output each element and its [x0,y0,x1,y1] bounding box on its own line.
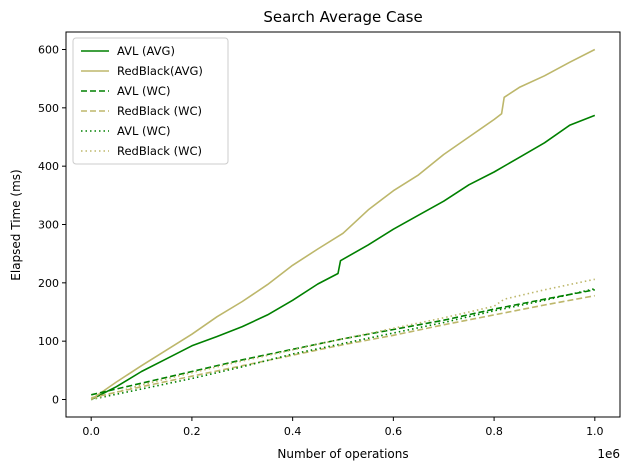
y-axis: 0 100 200 300 400 500 600 [38,44,66,407]
series-line-avl-avg [90,114,596,401]
legend-label: RedBlack (WC) [117,144,202,158]
y-tick-label: 400 [38,160,59,173]
legend: AVL (AVG) RedBlack(AVG) AVL (WC) RedBlack (… [72,37,229,165]
y-tick-label: 200 [38,277,59,290]
legend-box [72,37,229,165]
y-tick-label: 300 [38,219,59,232]
series-line-redblack-wc-dashed [91,294,595,399]
x-tick-label: 0.0 [82,425,100,438]
legend-label: AVL (WC) [117,124,170,138]
chart-title: Search Average Case [263,8,422,26]
y-axis-label: Elapsed Time (ms) [9,169,23,280]
x-tick-label: 0.8 [485,425,503,438]
legend-label: AVL (AVG) [117,44,175,58]
legend-label: AVL (WC) [117,84,170,98]
legend-label: RedBlack(AVG) [117,64,203,78]
series-line-avl-wc-dashed [91,289,595,396]
series-line-redblack-avg [90,48,596,401]
x-axis: 0.0 0.2 0.4 0.6 0.8 1.0 [82,417,604,438]
x-offset-label: 1e6 [597,447,620,461]
y-tick-label: 0 [52,394,59,407]
y-tick-label: 100 [38,335,59,348]
y-tick-label: 500 [38,102,59,115]
plot-area [90,48,596,401]
x-tick-label: 0.4 [284,425,302,438]
y-tick-label: 600 [38,44,59,57]
x-tick-label: 0.6 [385,425,403,438]
series-line-avl-wc-dotted [91,287,595,401]
legend-label: RedBlack (WC) [117,104,202,118]
x-axis-label: Number of operations [277,447,408,461]
series-line-redblack-wc-dotted [90,278,595,401]
x-tick-label: 1.0 [586,425,604,438]
x-tick-label: 0.2 [183,425,201,438]
